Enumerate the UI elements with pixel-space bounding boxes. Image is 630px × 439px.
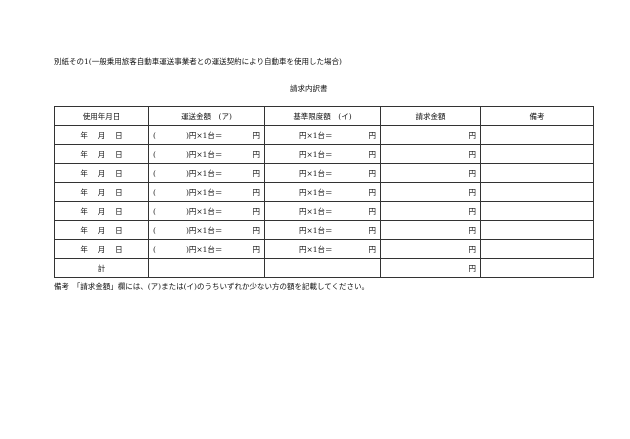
table-row: 年 月 日 ( )円×1台＝ 円 円×1台＝ 円 円 <box>54 182 594 202</box>
yen-unit: 円 <box>252 244 261 254</box>
paren-open: ( <box>153 149 156 159</box>
total-limit <box>264 258 381 278</box>
limit-cell: 円×1台＝ 円 <box>264 144 381 164</box>
claim-cell: 円 <box>380 125 481 145</box>
total-claim: 円 <box>380 258 481 278</box>
limit-cell: 円×1台＝ 円 <box>264 125 381 145</box>
total-row: 計 円 <box>54 258 594 278</box>
header-date: 使用年月日 <box>54 106 149 126</box>
limit-cell: 円×1台＝ 円 <box>264 201 381 221</box>
transport-cell: ( )円×1台＝ 円 <box>148 220 265 240</box>
transport-formula: )円×1台＝ <box>185 206 223 216</box>
transport-formula: )円×1台＝ <box>185 187 223 197</box>
paren-open: ( <box>153 187 156 197</box>
transport-formula: )円×1台＝ <box>185 244 223 254</box>
yen-unit: 円 <box>252 187 261 197</box>
total-transport <box>148 258 265 278</box>
limit-cell: 円×1台＝ 円 <box>264 163 381 183</box>
transport-formula: )円×1台＝ <box>185 149 223 159</box>
transport-cell: ( )円×1台＝ 円 <box>148 163 265 183</box>
transport-formula: )円×1台＝ <box>185 168 223 178</box>
yen-unit: 円 <box>252 130 261 140</box>
limit-formula: 円×1台＝ <box>299 225 333 235</box>
claim-cell: 円 <box>380 201 481 221</box>
yen-unit: 円 <box>368 130 377 140</box>
claim-cell: 円 <box>380 239 481 259</box>
table-row: 年 月 日 ( )円×1台＝ 円 円×1台＝ 円 円 <box>54 163 594 183</box>
total-label: 計 <box>54 258 149 278</box>
paren-open: ( <box>153 130 156 140</box>
transport-cell: ( )円×1台＝ 円 <box>148 201 265 221</box>
yen-unit: 円 <box>368 187 377 197</box>
yen-unit: 円 <box>252 168 261 178</box>
paren-open: ( <box>153 206 156 216</box>
date-cell: 年 月 日 <box>54 163 149 183</box>
yen-unit: 円 <box>252 149 261 159</box>
table-row: 年 月 日 ( )円×1台＝ 円 円×1台＝ 円 円 <box>54 125 594 145</box>
yen-unit: 円 <box>368 206 377 216</box>
remarks-cell <box>480 125 594 145</box>
transport-cell: ( )円×1台＝ 円 <box>148 239 265 259</box>
paren-open: ( <box>153 168 156 178</box>
header-transport-amount: 運送金額 (ア) <box>148 106 265 126</box>
footnote: 備考 「請求金額」欄には、(ア)または(イ)のうちいずれか少ない方の額を記載して… <box>54 282 370 291</box>
table-row: 年 月 日 ( )円×1台＝ 円 円×1台＝ 円 円 <box>54 144 594 164</box>
limit-cell: 円×1台＝ 円 <box>264 220 381 240</box>
yen-unit: 円 <box>252 206 261 216</box>
yen-unit: 円 <box>368 244 377 254</box>
table-row: 年 月 日 ( )円×1台＝ 円 円×1台＝ 円 円 <box>54 220 594 240</box>
limit-formula: 円×1台＝ <box>299 187 333 197</box>
date-cell: 年 月 日 <box>54 182 149 202</box>
header-row: 使用年月日 運送金額 (ア) 基準限度額 (イ) 請求金額 備考 <box>54 106 594 126</box>
limit-formula: 円×1台＝ <box>299 168 333 178</box>
header-limit-amount: 基準限度額 (イ) <box>264 106 381 126</box>
date-cell: 年 月 日 <box>54 220 149 240</box>
billing-breakdown-table: 使用年月日 運送金額 (ア) 基準限度額 (イ) 請求金額 備考 年 月 日 (… <box>54 106 594 278</box>
table-row: 年 月 日 ( )円×1台＝ 円 円×1台＝ 円 円 <box>54 201 594 221</box>
limit-cell: 円×1台＝ 円 <box>264 182 381 202</box>
claim-cell: 円 <box>380 182 481 202</box>
limit-formula: 円×1台＝ <box>299 244 333 254</box>
header-remarks: 備考 <box>480 106 594 126</box>
paren-open: ( <box>153 225 156 235</box>
remarks-cell <box>480 239 594 259</box>
transport-cell: ( )円×1台＝ 円 <box>148 182 265 202</box>
remarks-cell <box>480 182 594 202</box>
date-cell: 年 月 日 <box>54 125 149 145</box>
date-cell: 年 月 日 <box>54 239 149 259</box>
transport-cell: ( )円×1台＝ 円 <box>148 144 265 164</box>
paren-open: ( <box>153 244 156 254</box>
remarks-cell <box>480 163 594 183</box>
limit-formula: 円×1台＝ <box>299 130 333 140</box>
remarks-cell <box>480 220 594 240</box>
total-remarks <box>480 258 594 278</box>
remarks-cell <box>480 201 594 221</box>
claim-cell: 円 <box>380 220 481 240</box>
header-claim-amount: 請求金額 <box>380 106 481 126</box>
claim-cell: 円 <box>380 163 481 183</box>
transport-formula: )円×1台＝ <box>185 225 223 235</box>
claim-cell: 円 <box>380 144 481 164</box>
table-row: 年 月 日 ( )円×1台＝ 円 円×1台＝ 円 円 <box>54 239 594 259</box>
limit-formula: 円×1台＝ <box>299 206 333 216</box>
document-heading: 別紙その1(一般乗用旅客自動車運送事業者との運送契約により自動車を使用した場合) <box>54 57 342 66</box>
yen-unit: 円 <box>368 149 377 159</box>
yen-unit: 円 <box>368 225 377 235</box>
transport-cell: ( )円×1台＝ 円 <box>148 125 265 145</box>
date-cell: 年 月 日 <box>54 144 149 164</box>
date-cell: 年 月 日 <box>54 201 149 221</box>
remarks-cell <box>480 144 594 164</box>
limit-cell: 円×1台＝ 円 <box>264 239 381 259</box>
transport-formula: )円×1台＝ <box>185 130 223 140</box>
document-title: 請求内訳書 <box>290 84 328 93</box>
limit-formula: 円×1台＝ <box>299 149 333 159</box>
yen-unit: 円 <box>252 225 261 235</box>
yen-unit: 円 <box>368 168 377 178</box>
